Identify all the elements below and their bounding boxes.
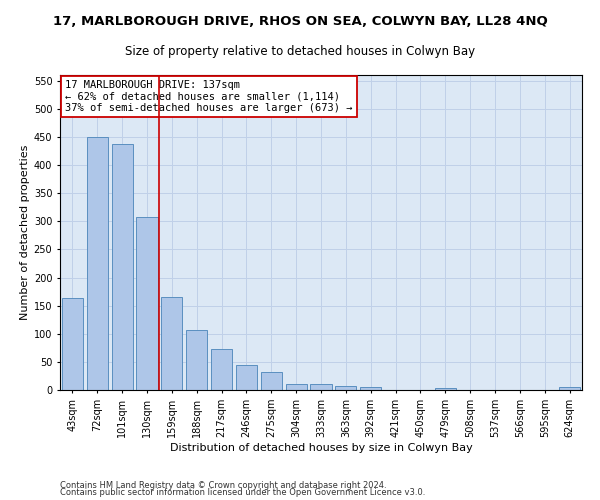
Text: Contains HM Land Registry data © Crown copyright and database right 2024.: Contains HM Land Registry data © Crown c… xyxy=(60,480,386,490)
Bar xyxy=(136,218,158,390)
Bar xyxy=(87,137,108,390)
Y-axis label: Number of detached properties: Number of detached properties xyxy=(20,145,29,320)
Bar xyxy=(186,330,207,390)
Text: 17, MARLBOROUGH DRIVE, RHOS ON SEA, COLWYN BAY, LL28 4NQ: 17, MARLBOROUGH DRIVE, RHOS ON SEA, COLW… xyxy=(53,15,547,28)
Bar xyxy=(435,388,456,390)
Bar xyxy=(161,297,182,390)
Text: 17 MARLBOROUGH DRIVE: 137sqm
← 62% of detached houses are smaller (1,114)
37% of: 17 MARLBOROUGH DRIVE: 137sqm ← 62% of de… xyxy=(65,80,353,113)
Bar xyxy=(360,387,381,390)
Bar xyxy=(62,298,83,390)
Text: Contains public sector information licensed under the Open Government Licence v3: Contains public sector information licen… xyxy=(60,488,425,497)
Bar xyxy=(335,386,356,390)
Bar xyxy=(286,384,307,390)
Bar xyxy=(211,349,232,390)
X-axis label: Distribution of detached houses by size in Colwyn Bay: Distribution of detached houses by size … xyxy=(170,442,472,452)
Bar xyxy=(112,144,133,390)
Bar xyxy=(559,387,580,390)
Bar xyxy=(310,384,332,390)
Text: Size of property relative to detached houses in Colwyn Bay: Size of property relative to detached ho… xyxy=(125,45,475,58)
Bar xyxy=(236,365,257,390)
Bar xyxy=(261,372,282,390)
